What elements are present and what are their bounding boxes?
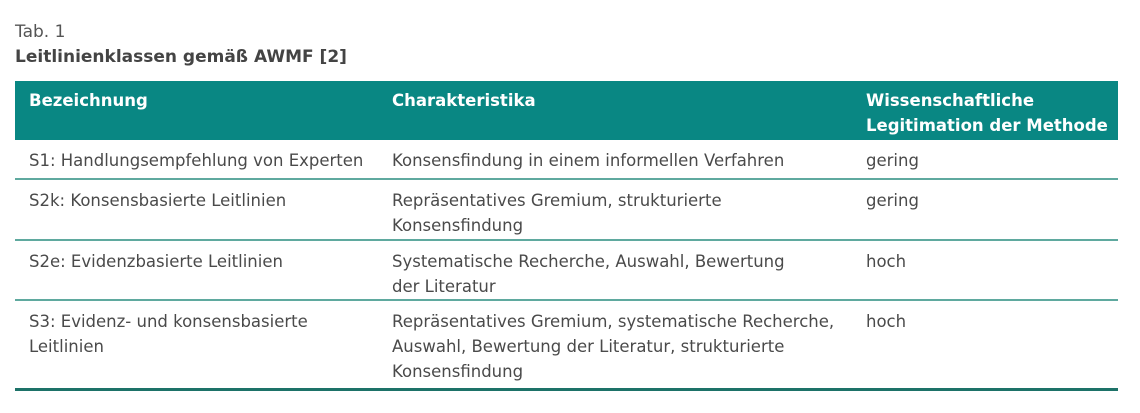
cell-charakteristika: Systematische Recherche, Auswahl, Bewert… — [392, 252, 785, 296]
cell-legitimation: hoch — [866, 252, 907, 271]
cell-bezeichnung: S3: Evidenz- und konsensbasierte Leitlin… — [29, 312, 308, 356]
table-row: S2k: Konsensbasierte Leitlinien Repräsen… — [15, 180, 1118, 241]
table-number: Tab. 1 — [15, 22, 66, 42]
table-caption: Leitlinienklassen gemäß AWMF [2] — [15, 47, 347, 67]
cell-legitimation: gering — [866, 151, 919, 170]
cell-legitimation: gering — [866, 191, 919, 210]
cell-bezeichnung: S2k: Konsensbasierte Leitlinien — [29, 191, 287, 210]
cell-charakteristika: Konsensfindung in einem informellen Verf… — [392, 151, 785, 170]
table-row: S3: Evidenz- und konsensbasierte Leitlin… — [15, 301, 1118, 391]
table-row: S2e: Evidenzbasierte Leitlinien Systemat… — [15, 241, 1118, 301]
cell-legitimation: hoch — [866, 312, 907, 331]
table-header-row: Bezeichnung Charakteristika Wissenschaft… — [15, 81, 1118, 140]
column-header-bezeichnung: Bezeichnung — [29, 91, 148, 110]
guideline-classes-table: Bezeichnung Charakteristika Wissenschaft… — [15, 81, 1118, 391]
cell-charakteristika: Repräsentatives Gremium, systematische R… — [392, 312, 835, 381]
table-row: S1: Handlungsempfehlung von Experten Kon… — [15, 140, 1118, 180]
cell-bezeichnung: S1: Handlungsempfehlung von Experten — [29, 151, 364, 170]
column-header-legitimation: Wissenschaftliche Legitimation der Metho… — [866, 91, 1108, 135]
cell-charakteristika: Repräsentatives Gremium, strukturierte K… — [392, 191, 722, 235]
column-header-charakteristika: Charakteristika — [392, 91, 536, 110]
cell-bezeichnung: S2e: Evidenzbasierte Leitlinien — [29, 252, 283, 271]
